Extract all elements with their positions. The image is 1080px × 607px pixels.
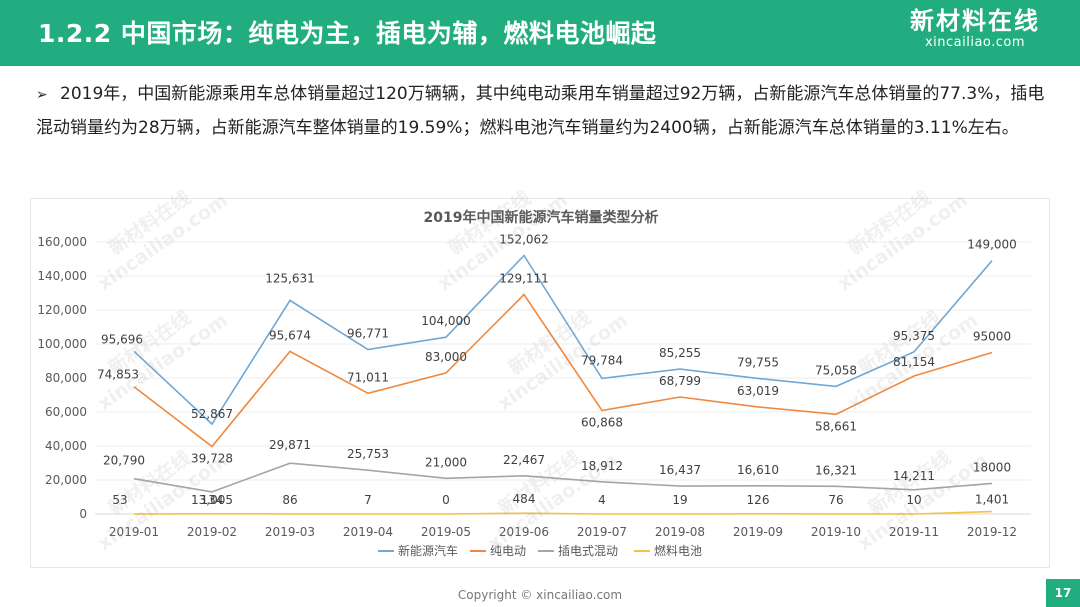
data-label: 10: [906, 493, 921, 507]
data-label: 21,000: [425, 455, 467, 469]
data-label: 85,255: [659, 346, 701, 360]
x-tick-label: 2019-11: [889, 525, 939, 539]
data-label: 1,401: [975, 493, 1009, 507]
data-label: 18000: [973, 460, 1011, 474]
brand-name-cn: 新材料在线: [910, 7, 1040, 35]
data-label: 152,062: [499, 232, 549, 246]
x-tick-label: 2019-10: [811, 525, 861, 539]
data-label: 63,019: [737, 384, 779, 398]
data-label: 95000: [973, 330, 1011, 344]
data-label: 75,058: [815, 363, 857, 377]
data-label: 79,784: [581, 353, 623, 367]
data-label: 16,610: [737, 463, 779, 477]
x-tick-label: 2019-05: [421, 525, 471, 539]
data-label: 4: [598, 493, 606, 507]
data-label: 126: [747, 493, 770, 507]
slide-title: 1.2.2 中国市场：纯电为主，插电为辅，燃料电池崛起: [38, 19, 657, 48]
line-chart: 2019年中国新能源汽车销量类型分析 0 20,000 40,000 60,000 80,…: [37, 209, 1031, 558]
data-label: 129,111: [499, 272, 549, 286]
legend-label: 纯电动: [490, 544, 526, 558]
brand-name-en: xincailiao.com: [924, 35, 1026, 50]
data-label: 81,154: [893, 355, 935, 369]
data-label: 0: [442, 493, 450, 507]
data-label: 16,437: [659, 463, 701, 477]
intro-text: 2019年，中国新能源乘用车总体销量超过120万辆辆，其中纯电动乘用车销量超过9…: [36, 84, 1045, 138]
data-label: 125,631: [265, 271, 315, 285]
y-tick-label: 60,000: [45, 405, 87, 419]
data-label: 29,871: [269, 438, 311, 452]
data-label: 149,000: [967, 238, 1017, 252]
series-line-1: [133, 254, 993, 426]
data-label: 68,799: [659, 374, 701, 388]
data-label: 18,912: [581, 459, 623, 473]
data-label: 484: [513, 492, 536, 506]
data-label: 25,753: [347, 447, 389, 461]
y-tick-label: 140,000: [37, 269, 87, 283]
data-label: 76: [828, 493, 843, 507]
y-tick-label: 40,000: [45, 439, 87, 453]
data-label: 83,000: [425, 350, 467, 364]
data-label: 95,696: [101, 332, 143, 346]
y-tick-label: 20,000: [45, 473, 87, 487]
copyright-text: Copyright © xincailiao.com: [457, 588, 623, 602]
legend-label: 插电式混动: [558, 544, 618, 558]
data-label: 13,005: [191, 493, 233, 507]
x-tick-label: 2019-07: [577, 525, 627, 539]
data-label: 16,321: [815, 463, 857, 477]
y-tick-label: 100,000: [37, 337, 87, 351]
data-label: 95,375: [893, 329, 935, 343]
intro-paragraph: ➢ 2019年，中国新能源乘用车总体销量超过120万辆辆，其中纯电动乘用车销量超过…: [36, 78, 1046, 145]
data-label: 20,790: [103, 454, 145, 468]
data-label: 7: [364, 493, 372, 507]
series-line-3: [133, 462, 993, 493]
data-label: 22,467: [503, 453, 545, 467]
x-tick-label: 2019-12: [967, 525, 1017, 539]
data-label: 86: [282, 493, 297, 507]
y-tick-label: 160,000: [37, 235, 87, 249]
chart-title: 2019年中国新能源汽车销量类型分析: [424, 209, 659, 226]
data-label: 74,853: [97, 368, 139, 382]
series-line-2: [133, 293, 993, 448]
data-label: 79,755: [737, 355, 779, 369]
data-label: 19: [672, 493, 687, 507]
title-bar: 1.2.2 中国市场：纯电为主，插电为辅，燃料电池崛起 新材料在线 xincai…: [0, 0, 1080, 66]
page-number: 17: [1046, 579, 1080, 607]
data-label: 52,867: [191, 407, 233, 421]
x-tick-label: 2019-01: [109, 525, 159, 539]
legend-label: 新能源汽车: [398, 543, 458, 558]
data-label: 95,674: [269, 328, 311, 342]
data-label: 53: [112, 493, 127, 507]
data-label: 134: [201, 493, 224, 507]
data-label: 96,771: [347, 326, 389, 340]
x-tick-label: 2019-08: [655, 525, 705, 539]
data-label: 39,728: [191, 451, 233, 465]
data-label: 60,868: [581, 416, 623, 430]
data-label: 14,211: [893, 469, 935, 483]
x-tick-label: 2019-04: [343, 525, 393, 539]
x-tick-label: 2019-09: [733, 525, 783, 539]
y-tick-label: 80,000: [45, 371, 87, 385]
legend-label: 燃料电池: [654, 543, 702, 558]
data-label: 58,661: [815, 419, 857, 433]
y-tick-label: 120,000: [37, 303, 87, 317]
series-line-4: [133, 510, 993, 515]
y-tick-label: 0: [79, 507, 87, 521]
brand-logo: 新材料在线 xincailiao.com: [910, 6, 1040, 50]
x-tick-label: 2019-03: [265, 525, 315, 539]
data-label: 104,000: [421, 314, 471, 328]
bullet-arrow-icon: ➢: [36, 87, 48, 103]
chart-frame: 2019年中国新能源汽车销量类型分析 0 20,000 40,000 60,000 80,…: [30, 198, 1050, 568]
x-tick-label: 2019-06: [499, 525, 549, 539]
data-label: 71,011: [347, 370, 389, 384]
x-tick-label: 2019-02: [187, 525, 237, 539]
